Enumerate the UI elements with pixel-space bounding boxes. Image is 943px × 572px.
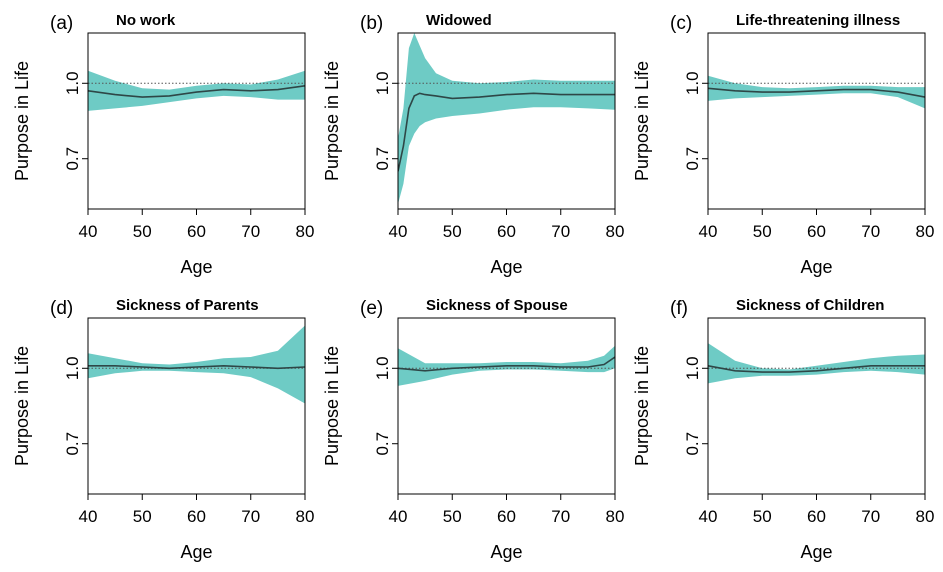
- x-tick-label: 50: [443, 222, 462, 241]
- x-axis-label: Age: [800, 257, 832, 277]
- panel-6: 40 50 60 70 80 1.0 0.7 Age Purpose in Life (f) Sic…: [632, 297, 934, 562]
- x-axis-label: Age: [490, 542, 522, 562]
- x-tick-label: 50: [133, 222, 152, 241]
- x-tick-label: 50: [753, 507, 772, 526]
- x-tick-label: 70: [241, 507, 260, 526]
- confidence-band: [398, 33, 615, 204]
- x-tick-label: 80: [916, 222, 935, 241]
- y-tick-label: 0.7: [683, 432, 702, 456]
- panel-tag: (a): [50, 13, 73, 34]
- x-tick-label: 80: [296, 222, 315, 241]
- x-tick-label: 60: [187, 507, 206, 526]
- plot-frame: [397, 32, 616, 210]
- estimate-line: [708, 365, 925, 373]
- panel-1: 40 50 60 70 80 1.0 0.7 Age Purpose in Life (a) No …: [12, 12, 314, 277]
- x-tick-label: 70: [861, 507, 880, 526]
- x-tick-label: 60: [807, 222, 826, 241]
- y-tick-label: 0.7: [63, 147, 82, 171]
- y-tick-label: 1.0: [63, 356, 82, 380]
- x-axis-label: Age: [180, 257, 212, 277]
- y-axis-label: Purpose in Life: [12, 346, 32, 466]
- plot-frame: [707, 32, 926, 210]
- x-tick-label: 40: [79, 507, 98, 526]
- y-tick-label: 0.7: [63, 432, 82, 456]
- x-tick-label: 60: [497, 507, 516, 526]
- plot-frame: [707, 317, 926, 495]
- x-tick-label: 70: [551, 507, 570, 526]
- estimate-line: [398, 92, 615, 172]
- panel-title: Sickness of Parents: [116, 297, 259, 314]
- y-axis-label: Purpose in Life: [632, 61, 652, 181]
- x-tick-label: 40: [79, 222, 98, 241]
- estimate-line: [398, 356, 615, 372]
- x-tick-label: 50: [133, 507, 152, 526]
- y-axis-label: Purpose in Life: [322, 61, 342, 181]
- panel-2: 40 50 60 70 80 1.0 0.7 Age Purpose in Life (b) Wid…: [322, 12, 624, 277]
- plot-frame: [397, 317, 616, 495]
- x-tick-label: 50: [443, 507, 462, 526]
- panel-tag: (d): [50, 298, 73, 319]
- panel-3: 40 50 60 70 80 1.0 0.7 Age Purpose in Life (c) Lif…: [632, 12, 934, 277]
- panel-title: Life-threatening illness: [736, 12, 900, 29]
- x-tick-label: 70: [241, 222, 260, 241]
- confidence-band: [88, 70, 305, 111]
- y-tick-label: 0.7: [373, 432, 392, 456]
- x-tick-label: 70: [551, 222, 570, 241]
- x-tick-label: 80: [606, 222, 625, 241]
- panel-tag: (c): [670, 13, 692, 34]
- x-tick-label: 40: [389, 222, 408, 241]
- x-tick-label: 60: [807, 507, 826, 526]
- y-tick-label: 0.7: [683, 147, 702, 171]
- panel-5: 40 50 60 70 80 1.0 0.7 Age Purpose in Life (e) Sic…: [322, 297, 624, 562]
- x-tick-label: 80: [916, 507, 935, 526]
- plot-frame: [87, 32, 306, 210]
- panel-title: Widowed: [426, 12, 492, 29]
- x-tick-label: 70: [861, 222, 880, 241]
- estimate-line: [88, 85, 305, 98]
- panel-tag: (f): [670, 298, 688, 319]
- y-tick-label: 0.7: [373, 147, 392, 171]
- y-tick-label: 1.0: [683, 71, 702, 95]
- x-tick-label: 80: [606, 507, 625, 526]
- y-tick-label: 1.0: [683, 356, 702, 380]
- x-tick-label: 80: [296, 507, 315, 526]
- y-tick-label: 1.0: [373, 356, 392, 380]
- panel-title: No work: [116, 12, 176, 29]
- x-tick-label: 40: [699, 507, 718, 526]
- y-axis-label: Purpose in Life: [12, 61, 32, 181]
- y-tick-label: 1.0: [373, 71, 392, 95]
- panel-title: Sickness of Children: [736, 297, 884, 314]
- plot-frame: [87, 317, 306, 495]
- estimate-line: [88, 364, 305, 370]
- estimate-line: [708, 87, 925, 98]
- panel-4: 40 50 60 70 80 1.0 0.7 Age Purpose in Life (d) Sic…: [12, 297, 314, 562]
- x-axis-label: Age: [490, 257, 522, 277]
- confidence-band: [708, 75, 925, 109]
- x-tick-label: 60: [187, 222, 206, 241]
- confidence-band: [88, 325, 305, 404]
- x-axis-label: Age: [800, 542, 832, 562]
- x-tick-label: 60: [497, 222, 516, 241]
- panel-tag: (e): [360, 298, 383, 319]
- confidence-band: [708, 343, 925, 384]
- y-tick-label: 1.0: [63, 71, 82, 95]
- x-axis-label: Age: [180, 542, 212, 562]
- x-tick-label: 40: [389, 507, 408, 526]
- x-tick-label: 50: [753, 222, 772, 241]
- y-axis-label: Purpose in Life: [322, 346, 342, 466]
- y-axis-label: Purpose in Life: [632, 346, 652, 466]
- x-tick-label: 40: [699, 222, 718, 241]
- panel-title: Sickness of Spouse: [426, 297, 568, 314]
- panel-tag: (b): [360, 13, 383, 34]
